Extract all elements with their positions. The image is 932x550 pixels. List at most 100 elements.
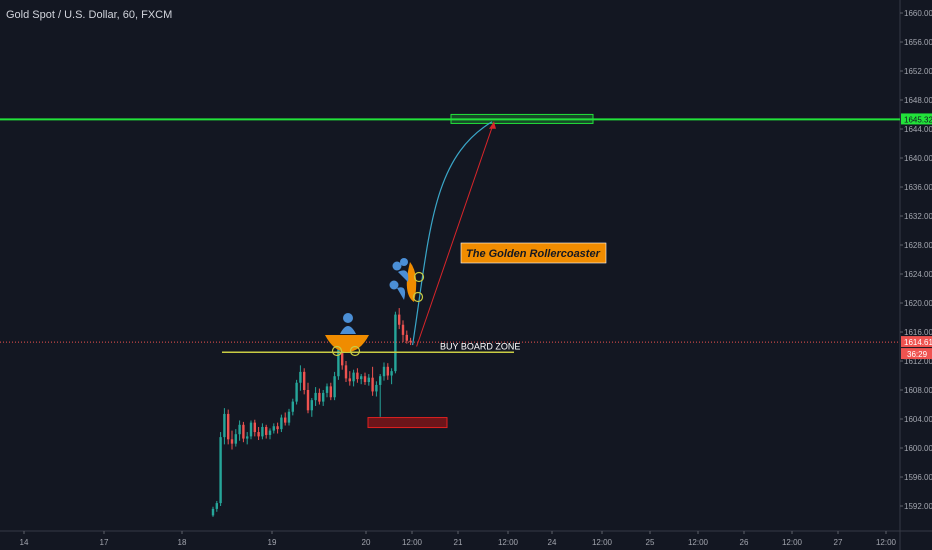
candle-body bbox=[280, 417, 283, 430]
candle-body bbox=[238, 424, 241, 435]
price-tick-label: 1628.00 bbox=[904, 241, 932, 250]
cart-wheel bbox=[349, 345, 361, 357]
candle-body bbox=[230, 439, 234, 444]
candle-body bbox=[314, 392, 317, 401]
drawings: BUY BOARD ZONE The Golden Rollercoaster bbox=[0, 113, 900, 429]
price-tick-label: 1620.00 bbox=[904, 299, 932, 308]
arrow-head-icon bbox=[489, 121, 496, 129]
countdown-label: 36:29 bbox=[907, 350, 928, 359]
price-tick-label: 1596.00 bbox=[904, 473, 932, 482]
price-tick-label: 1632.00 bbox=[904, 212, 932, 221]
candle-body bbox=[265, 426, 268, 435]
candle-body bbox=[303, 371, 306, 390]
candle-body bbox=[227, 413, 230, 440]
target-badge bbox=[901, 113, 932, 125]
cart-wheel bbox=[331, 345, 343, 357]
candle-body bbox=[211, 508, 215, 516]
time-tick-label: 12:00 bbox=[876, 538, 897, 547]
time-tick-label: 21 bbox=[454, 538, 463, 547]
candle-body bbox=[287, 411, 291, 423]
rider-body bbox=[340, 326, 356, 334]
time-tick-label: 12:00 bbox=[782, 538, 803, 547]
price-tick-label: 1608.00 bbox=[904, 386, 932, 395]
time-tick-label: 12:00 bbox=[402, 538, 423, 547]
rollercoaster-cart-icon bbox=[325, 335, 369, 357]
rollercoaster-rider-icon bbox=[340, 313, 356, 334]
candle-body bbox=[341, 349, 344, 366]
price-tick-label: 1636.00 bbox=[904, 183, 932, 192]
time-tick-label: 12:00 bbox=[688, 538, 709, 547]
cart-wheel bbox=[412, 291, 424, 303]
cart-body bbox=[325, 335, 369, 352]
candle-body bbox=[223, 413, 226, 438]
candle-body bbox=[325, 386, 329, 393]
target-zone-box bbox=[450, 113, 594, 124]
candle-body bbox=[375, 384, 378, 392]
candle-body bbox=[215, 503, 218, 509]
price-tick-label: 1592.00 bbox=[904, 502, 932, 511]
candle-body bbox=[219, 437, 222, 504]
candle-body bbox=[329, 386, 332, 398]
candle-body bbox=[360, 376, 363, 380]
time-tick-label: 18 bbox=[178, 538, 187, 547]
time-tick-label: 25 bbox=[646, 538, 655, 547]
candle-body bbox=[401, 324, 405, 335]
time-tick-label: 12:00 bbox=[592, 538, 613, 547]
candle-body bbox=[276, 426, 279, 430]
candle-body bbox=[310, 400, 313, 411]
time-tick-label: 24 bbox=[548, 538, 557, 547]
price-axis[interactable]: 1592.00 1596.00 1600.00 1604.00 1608.00 1612.… bbox=[899, 0, 932, 550]
candle-body bbox=[409, 340, 412, 343]
rollercoaster-track bbox=[412, 121, 493, 346]
candle-body bbox=[268, 430, 272, 435]
price-tick-label: 1652.00 bbox=[904, 67, 932, 76]
time-tick-label: 27 bbox=[834, 538, 843, 547]
candle-body bbox=[295, 382, 298, 402]
price-tick-label: 1656.00 bbox=[904, 38, 932, 47]
chart-title: Gold Spot / U.S. Dollar, 60, FXCM bbox=[6, 9, 173, 21]
candle-body bbox=[337, 349, 340, 377]
candle-body bbox=[234, 434, 237, 444]
time-tick-label: 26 bbox=[740, 538, 749, 547]
time-tick-label: 20 bbox=[362, 538, 371, 547]
candle-body bbox=[390, 371, 393, 376]
candle-body bbox=[318, 392, 321, 402]
price-tick-label: 1624.00 bbox=[904, 270, 932, 279]
candles bbox=[211, 308, 412, 517]
countdown-badge bbox=[901, 348, 932, 360]
candle-body bbox=[363, 376, 367, 383]
candle-body bbox=[291, 401, 294, 412]
candle-body bbox=[257, 432, 260, 437]
target-arrow bbox=[416, 121, 495, 347]
buy-zone-label: BUY BOARD ZONE bbox=[440, 341, 520, 351]
candle-body bbox=[333, 376, 336, 398]
candle-body bbox=[242, 424, 245, 439]
price-tick-label: 1644.00 bbox=[904, 125, 932, 134]
candle-body bbox=[371, 377, 374, 392]
rider-head bbox=[389, 280, 399, 290]
price-tick-label: 1648.00 bbox=[904, 96, 932, 105]
candle-body bbox=[249, 422, 253, 437]
price-tick-label: 1600.00 bbox=[904, 444, 932, 453]
candle-body bbox=[405, 334, 408, 341]
price-tick-label: 1612.00 bbox=[904, 357, 932, 366]
time-tick-label: 12:00 bbox=[498, 538, 519, 547]
target-badge-label: 1645.32 bbox=[904, 115, 932, 124]
price-badge bbox=[901, 336, 932, 348]
candle-body bbox=[348, 378, 351, 382]
cart-wheel bbox=[413, 271, 425, 283]
candle-body bbox=[386, 366, 389, 376]
price-tick-label: 1660.00 bbox=[904, 9, 932, 18]
rider-head bbox=[392, 261, 402, 271]
price-badge-label: 1614.61 bbox=[904, 338, 932, 347]
candle-body bbox=[299, 371, 302, 383]
price-tick-label: 1616.00 bbox=[904, 328, 932, 337]
candle-body bbox=[253, 422, 256, 433]
time-axis[interactable]: 14 17 18 19 20 12:00 21 12:00 24 12:00 25 12:00 26 12… bbox=[0, 530, 932, 547]
rollercoaster-cart-icon bbox=[406, 262, 425, 303]
candle-body bbox=[398, 314, 401, 325]
candle-body bbox=[322, 392, 325, 402]
rider-body bbox=[397, 287, 406, 300]
candle-body bbox=[367, 377, 370, 383]
